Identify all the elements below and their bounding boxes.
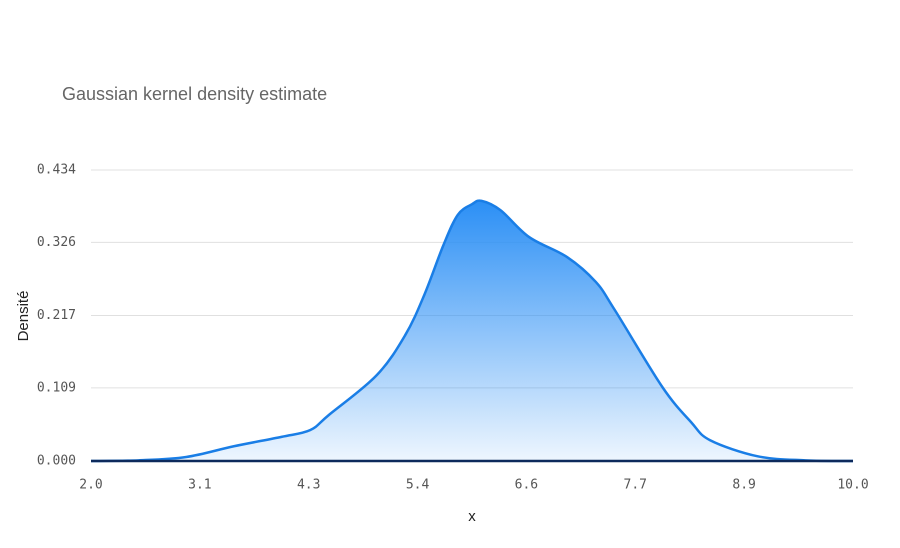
x-axis-label: x [468, 508, 476, 525]
x-tick-label: 2.0 [79, 478, 102, 493]
y-tick-label: 0.000 [37, 454, 76, 469]
x-tick-label: 5.4 [406, 478, 430, 493]
x-tick-label: 6.6 [515, 478, 538, 493]
x-tick-label: 7.7 [624, 478, 647, 493]
chart-title: Gaussian kernel density estimate [62, 84, 327, 104]
area-fill [91, 200, 853, 462]
y-tick-label: 0.434 [37, 163, 76, 178]
y-tick-label: 0.217 [37, 308, 76, 323]
x-tick-label: 10.0 [837, 478, 868, 493]
x-tick-label: 8.9 [732, 478, 755, 493]
y-tick-label: 0.109 [37, 380, 76, 395]
y-axis-label: Densité [15, 291, 32, 342]
x-tick-label: 4.3 [297, 478, 320, 493]
y-tick-label: 0.326 [37, 235, 76, 250]
x-tick-label: 3.1 [188, 478, 211, 493]
density-line [90, 199, 854, 463]
